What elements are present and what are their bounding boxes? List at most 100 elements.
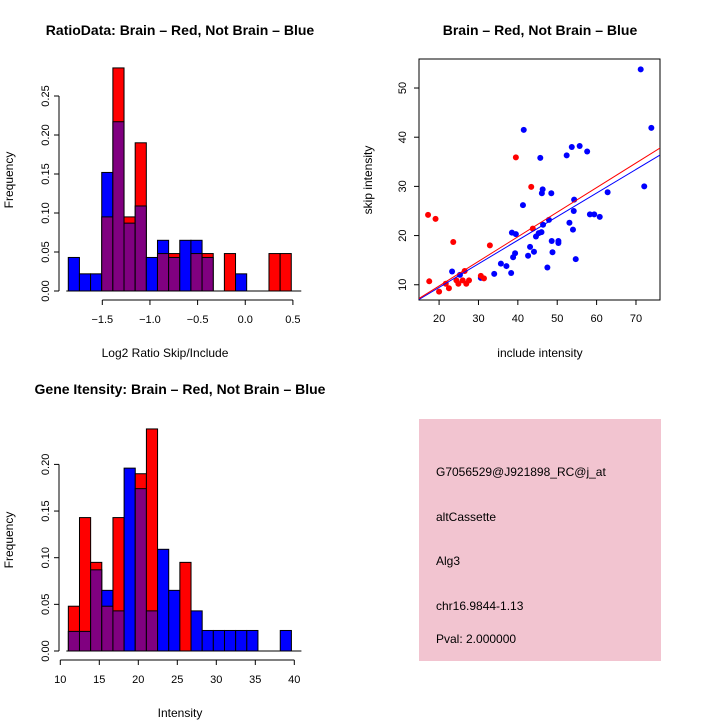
event-type: altCassette xyxy=(436,510,496,524)
y-tick-label: 0.05 xyxy=(40,241,52,262)
info-background xyxy=(419,419,661,661)
scatter-point xyxy=(519,202,526,209)
scatter-point xyxy=(572,256,579,263)
histogram-bar xyxy=(223,253,237,292)
ratio-histogram: RatioData: Brain – Red, Not Brain – Blue… xyxy=(2,22,314,360)
x-tick-label: −1.0 xyxy=(139,314,161,326)
scatter-point xyxy=(641,183,648,190)
regression-line xyxy=(419,154,660,300)
scatter-point xyxy=(480,275,487,282)
scatter-ylabel: skip intensity xyxy=(361,146,375,215)
x-tick-label: 70 xyxy=(630,313,642,325)
x-tick-label: 30 xyxy=(210,674,222,686)
x-tick-label: 0.5 xyxy=(285,314,300,326)
scatter-point xyxy=(503,263,510,270)
scatter-point xyxy=(596,213,603,220)
probe-id: G7056529@J921898_RC@j_at xyxy=(436,465,606,479)
histogram-bar xyxy=(123,467,136,652)
scatter-point xyxy=(445,285,452,292)
gene-name: Alg3 xyxy=(436,554,460,568)
scatter-point xyxy=(491,270,498,277)
x-tick-label: −1.5 xyxy=(91,314,113,326)
scatter-point xyxy=(604,189,611,196)
scatter-point xyxy=(455,280,462,287)
overlap-bar xyxy=(190,253,203,292)
overlap-bar xyxy=(112,121,125,292)
location: chr16.9844-1.13 xyxy=(436,599,524,613)
y-tick-label: 0.05 xyxy=(40,594,52,615)
scatter-point xyxy=(512,154,519,161)
scatter-point xyxy=(508,269,515,276)
scatter-point xyxy=(486,242,493,249)
scatter-plot: Brain – Red, Not Brain – Blue include in… xyxy=(361,22,661,360)
scatter-point xyxy=(525,252,532,259)
histogram-bar xyxy=(201,629,214,652)
overlap-bar xyxy=(123,222,136,292)
overlap-bar xyxy=(156,253,170,292)
x-tick-label: 60 xyxy=(590,313,602,325)
scatter-point xyxy=(555,239,562,246)
histogram-bar xyxy=(78,273,92,292)
x-tick-label: −0.5 xyxy=(187,314,209,326)
histogram-bar xyxy=(179,239,192,292)
scatter-point xyxy=(425,211,432,218)
y-tick-label: 0.20 xyxy=(40,124,52,145)
scatter-point xyxy=(576,143,583,150)
scatter-point xyxy=(591,211,598,218)
scatter-point xyxy=(584,148,591,155)
histogram-bar xyxy=(157,548,170,652)
scatter-point xyxy=(510,254,517,261)
y-tick-label: 0.00 xyxy=(40,280,52,301)
overlap-bar xyxy=(145,610,159,652)
ratio-ylabel: Frequency xyxy=(2,152,16,209)
scatter-point xyxy=(450,238,457,245)
scatter-title: Brain – Red, Not Brain – Blue xyxy=(443,22,638,38)
scatter-point xyxy=(568,144,575,151)
histogram-bar xyxy=(279,629,292,652)
scatter-point xyxy=(426,278,433,285)
regression-line xyxy=(419,147,660,299)
scatter-point xyxy=(586,211,593,218)
intensity-ylabel: Frequency xyxy=(2,512,16,569)
y-tick-label: 0.00 xyxy=(40,640,52,661)
ratio-title: RatioData: Brain – Red, Not Brain – Blue xyxy=(46,22,315,38)
histogram-bar xyxy=(235,629,248,652)
histogram-bar xyxy=(179,561,192,652)
scatter-point xyxy=(436,288,443,295)
scatter-point xyxy=(527,243,534,250)
x-tick-label: 20 xyxy=(433,313,445,325)
intensity-histogram: Gene Itensity: Brain – Red, Not Brain – … xyxy=(2,381,326,720)
histogram-bar xyxy=(268,253,281,292)
scatter-point xyxy=(548,190,555,197)
overlap-bar xyxy=(67,630,80,652)
y-tick-label: 0.15 xyxy=(40,500,52,521)
intensity-title: Gene Itensity: Brain – Red, Not Brain – … xyxy=(35,381,326,397)
scatter-point xyxy=(648,124,655,131)
y-tick-label: 0.25 xyxy=(40,85,52,106)
x-tick-label: 0.0 xyxy=(238,314,253,326)
y-tick-label: 0.20 xyxy=(40,454,52,475)
histogram-bar xyxy=(90,273,103,292)
scatter-point xyxy=(432,215,439,222)
x-tick-label: 40 xyxy=(512,313,524,325)
y-tick-label: 20 xyxy=(397,229,409,241)
overlap-bar xyxy=(168,256,181,292)
scatter-point xyxy=(548,237,555,244)
histogram-bar xyxy=(190,610,203,652)
y-tick-label: 0.10 xyxy=(40,547,52,568)
scatter-point xyxy=(520,126,527,133)
scatter-point xyxy=(569,226,576,233)
overlap-bar xyxy=(201,256,214,292)
ratio-xlabel: Log2 Ratio Skip/Include xyxy=(102,346,229,360)
y-tick-label: 0.10 xyxy=(40,202,52,223)
overlap-bar xyxy=(112,610,125,652)
x-tick-label: 10 xyxy=(54,674,66,686)
scatter-point xyxy=(528,183,535,190)
histogram-bar xyxy=(67,256,80,292)
x-tick-label: 35 xyxy=(249,674,261,686)
overlap-bar xyxy=(134,205,147,292)
scatter-point xyxy=(637,66,644,73)
y-tick-label: 10 xyxy=(397,279,409,291)
overlap-bar xyxy=(134,488,147,652)
overlap-bar xyxy=(101,216,114,292)
